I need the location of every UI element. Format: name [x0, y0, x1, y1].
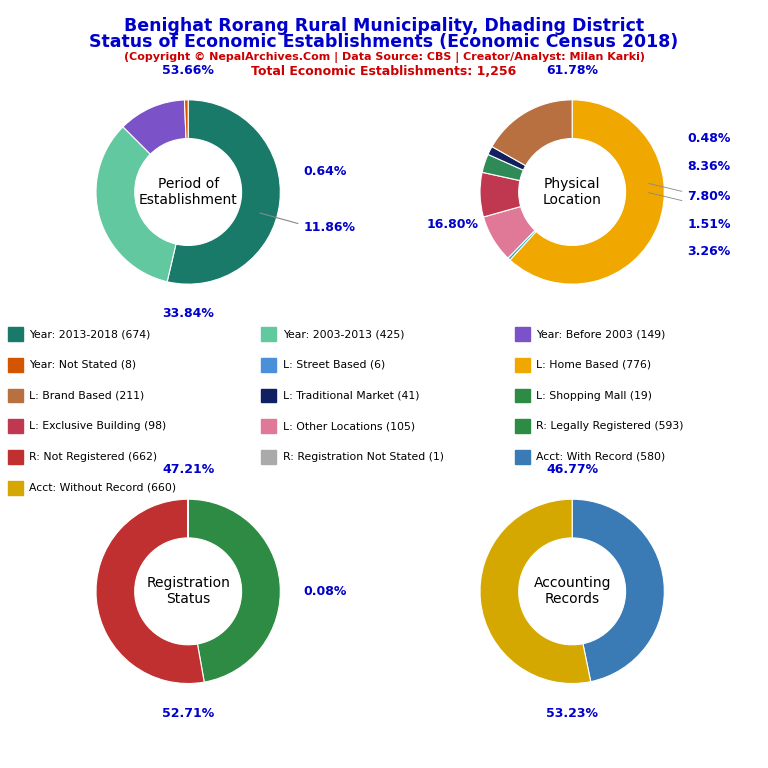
Wedge shape [188, 499, 280, 682]
Wedge shape [96, 127, 176, 282]
Text: R: Legally Registered (593): R: Legally Registered (593) [536, 421, 684, 432]
Text: 0.08%: 0.08% [303, 585, 346, 598]
Wedge shape [572, 499, 664, 682]
Text: Year: Not Stated (8): Year: Not Stated (8) [29, 359, 136, 370]
Text: 3.26%: 3.26% [687, 246, 730, 258]
Text: 0.48%: 0.48% [687, 132, 730, 145]
Text: 61.78%: 61.78% [546, 64, 598, 77]
Text: Status of Economic Establishments (Economic Census 2018): Status of Economic Establishments (Econo… [89, 33, 679, 51]
Text: Physical
Location: Physical Location [543, 177, 601, 207]
Wedge shape [508, 230, 536, 260]
Text: Period of
Establishment: Period of Establishment [139, 177, 237, 207]
Text: Year: 2013-2018 (674): Year: 2013-2018 (674) [29, 329, 151, 339]
Text: L: Street Based (6): L: Street Based (6) [283, 359, 385, 370]
Wedge shape [482, 154, 523, 180]
Text: 52.71%: 52.71% [162, 707, 214, 720]
Text: 47.21%: 47.21% [162, 463, 214, 476]
Text: R: Registration Not Stated (1): R: Registration Not Stated (1) [283, 452, 444, 462]
Wedge shape [480, 172, 521, 217]
Text: L: Home Based (776): L: Home Based (776) [536, 359, 651, 370]
Text: 1.51%: 1.51% [687, 218, 731, 230]
Text: (Copyright © NepalArchives.Com | Data Source: CBS | Creator/Analyst: Milan Karki: (Copyright © NepalArchives.Com | Data So… [124, 51, 644, 62]
Text: L: Shopping Mall (19): L: Shopping Mall (19) [536, 390, 652, 401]
Text: L: Exclusive Building (98): L: Exclusive Building (98) [29, 421, 167, 432]
Text: L: Other Locations (105): L: Other Locations (105) [283, 421, 415, 432]
Text: 0.64%: 0.64% [303, 165, 346, 178]
Text: Registration
Status: Registration Status [146, 576, 230, 607]
Text: Year: 2003-2013 (425): Year: 2003-2013 (425) [283, 329, 404, 339]
Text: Total Economic Establishments: 1,256: Total Economic Establishments: 1,256 [251, 65, 517, 78]
Text: 8.36%: 8.36% [687, 160, 730, 173]
Text: L: Brand Based (211): L: Brand Based (211) [29, 390, 144, 401]
Wedge shape [123, 100, 186, 154]
Text: 53.23%: 53.23% [546, 707, 598, 720]
Wedge shape [184, 100, 188, 138]
Text: Benighat Rorang Rural Municipality, Dhading District: Benighat Rorang Rural Municipality, Dhad… [124, 17, 644, 35]
Wedge shape [480, 499, 591, 684]
Text: Accounting
Records: Accounting Records [534, 576, 611, 607]
Wedge shape [484, 207, 535, 258]
Text: 33.84%: 33.84% [162, 307, 214, 320]
Text: Acct: With Record (580): Acct: With Record (580) [536, 452, 665, 462]
Text: 16.80%: 16.80% [426, 218, 478, 230]
Wedge shape [488, 147, 525, 170]
Text: 11.86%: 11.86% [303, 220, 356, 233]
Text: Acct: Without Record (660): Acct: Without Record (660) [29, 482, 177, 493]
Wedge shape [510, 100, 664, 284]
Text: L: Traditional Market (41): L: Traditional Market (41) [283, 390, 419, 401]
Text: R: Not Registered (662): R: Not Registered (662) [29, 452, 157, 462]
Wedge shape [96, 499, 204, 684]
Text: 46.77%: 46.77% [546, 463, 598, 476]
Text: 7.80%: 7.80% [687, 190, 730, 203]
Text: Year: Before 2003 (149): Year: Before 2003 (149) [536, 329, 665, 339]
Text: 53.66%: 53.66% [162, 64, 214, 77]
Wedge shape [492, 100, 572, 166]
Wedge shape [167, 100, 280, 284]
